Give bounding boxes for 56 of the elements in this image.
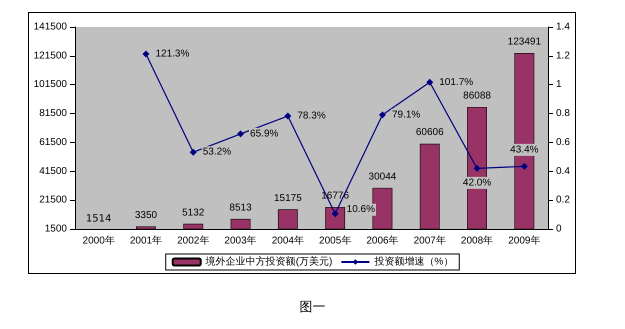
legend-label: 境外企业中方投资额(万美元) <box>204 256 332 268</box>
y-tick-label: 81500 <box>39 108 68 120</box>
data-label: 101.7% <box>439 76 474 88</box>
data-label: 8513 <box>229 202 252 214</box>
y2-tick-label: 0.2 <box>556 194 570 206</box>
data-label: 1514 <box>86 214 112 224</box>
y-tick-label: 1500 <box>44 224 68 234</box>
data-label: 78.3% <box>297 110 326 122</box>
x-tick-label: 2003年 <box>224 234 257 246</box>
data-label: 43.4% <box>510 144 539 156</box>
y-tick-label: 141500 <box>34 22 68 32</box>
data-label: 42.0% <box>462 177 492 188</box>
x-tick-label: 2002年 <box>177 234 210 246</box>
point <box>426 78 434 86</box>
point <box>474 164 481 172</box>
y2-tick-label: 0.6 <box>556 136 570 148</box>
legend-label: 投资额增速（%） <box>373 256 454 268</box>
x-tick-label: 2000年 <box>82 234 115 246</box>
y2-tick-label: 1.4 <box>556 22 570 32</box>
y-tick-label: 121500 <box>34 50 68 62</box>
data-label: 123491 <box>508 36 542 48</box>
x-tick-label: 2004年 <box>272 234 304 246</box>
data-label: 10.6% <box>346 204 376 216</box>
y-tick-label: 41500 <box>39 166 68 177</box>
point <box>190 148 197 156</box>
point <box>284 112 292 120</box>
x-tick-label: 2009年 <box>508 234 540 246</box>
y-tick-label: 21500 <box>39 194 68 206</box>
data-label: 86088 <box>463 90 492 102</box>
x-tick-label: 2006年 <box>366 234 399 246</box>
x-tick-label: 2001年 <box>130 234 162 246</box>
data-label: 60606 <box>416 127 444 138</box>
data-label: 30044 <box>368 171 397 182</box>
y2-tick-label: 1 <box>556 79 562 90</box>
data-label: 53.2% <box>202 146 232 158</box>
point <box>332 210 339 218</box>
point <box>237 130 244 138</box>
point <box>142 50 150 58</box>
y2-tick-label: 1.2 <box>556 50 570 62</box>
data-label: 5132 <box>182 207 205 218</box>
data-label: 3350 <box>134 210 158 221</box>
data-label: 79.1% <box>392 109 420 120</box>
data-label: 121.3% <box>155 48 190 60</box>
point <box>378 111 386 118</box>
x-tick-label: 2005年 <box>319 234 352 246</box>
data-label: 15175 <box>274 192 302 204</box>
data-label: 65.9% <box>250 128 279 140</box>
y2-tick-label: 0.8 <box>556 108 570 120</box>
x-tick-label: 2007年 <box>414 234 446 246</box>
y2-tick-label: 0.4 <box>556 166 570 177</box>
y2-tick-label: 0 <box>556 224 562 234</box>
text: 图一 <box>298 299 326 316</box>
y-tick-label: 61500 <box>39 136 68 148</box>
y-tick-label: 101500 <box>34 79 68 90</box>
point <box>520 162 528 170</box>
x-tick-label: 2008年 <box>460 234 494 246</box>
